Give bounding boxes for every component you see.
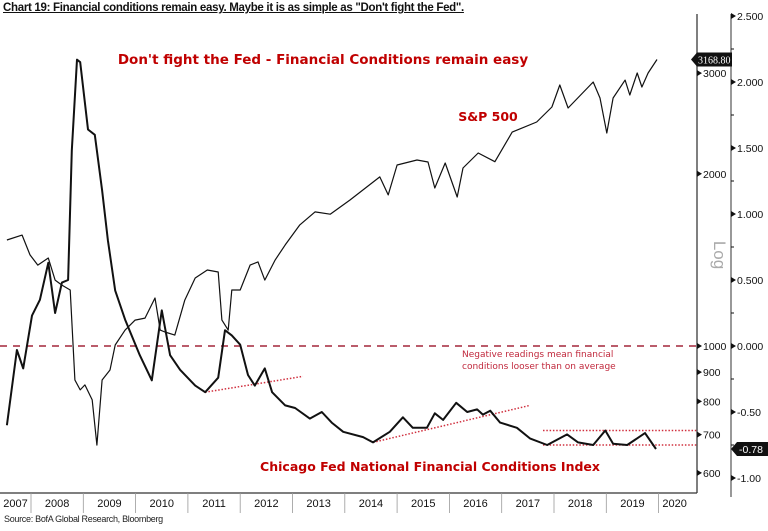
right-axis-tick: [731, 79, 736, 85]
right-axis-tick: [731, 343, 736, 349]
x-axis-year-label: 2008: [45, 498, 69, 510]
left-axis-tick: [697, 170, 702, 177]
x-axis-year-label: 2010: [150, 498, 174, 510]
right-axis-tick-label: 1.500: [737, 143, 763, 155]
sp500-series-label: S&P 500: [458, 109, 518, 124]
right-axis-tick: [731, 145, 736, 151]
left-axis-tick: [697, 398, 702, 405]
x-axis-year-label: 2012: [254, 498, 278, 510]
right-axis-tick: [731, 13, 736, 19]
negative-readings-note: Negative readings mean financial conditi…: [462, 350, 616, 372]
right-axis-tick-label: 2.500: [737, 11, 763, 23]
left-axis-tick-label: 2000: [703, 169, 727, 181]
left-axis-tick: [697, 70, 702, 77]
left-axis-tick: [697, 369, 702, 376]
right-axis-tick: [731, 277, 736, 283]
x-axis-year-label: 2016: [463, 498, 487, 510]
x-axis-year-label: 2014: [359, 498, 383, 510]
left-axis-tick-label: 800: [703, 396, 721, 408]
right-axis-tick-label: 1.000: [737, 209, 763, 221]
right-axis-tick: [731, 409, 736, 415]
x-axis-year-label: 2013: [306, 498, 330, 510]
left-axis-tick-label: 900: [703, 367, 721, 379]
sp500-line: [6, 59, 658, 446]
chart-title: Chart 19: Financial conditions remain ea…: [3, 2, 464, 14]
x-axis-year-label: 2017: [516, 498, 540, 510]
left-axis-tick-label: 600: [703, 468, 721, 480]
left-axis-tick-label: 1000: [703, 341, 727, 353]
left-axis-scale-label: Log: [710, 241, 729, 269]
right-axis-tick-label: 0.500: [737, 275, 763, 287]
nfci-series-label: Chicago Fed National Financial Condition…: [260, 459, 600, 474]
left-axis-tick: [697, 343, 702, 349]
chart-headline: Don't fight the Fed - Financial Conditio…: [118, 52, 528, 68]
left-axis-tick: [697, 469, 702, 476]
left-axis-tick-label: 3000: [703, 68, 727, 80]
x-axis-year-label: 2018: [568, 498, 592, 510]
right-axis-tick-label: 0.000: [737, 341, 763, 353]
x-axis-year-label: 2009: [97, 498, 121, 510]
x-axis-year-label: 2019: [620, 498, 644, 510]
right-axis-tick: [731, 211, 736, 217]
left-axis-tick: [697, 431, 702, 438]
nfci-last-value-label: -0.78: [739, 444, 763, 456]
nfci-line: [5, 58, 657, 450]
left-axis-tick-label: 700: [703, 430, 721, 442]
right-axis-tick-label: 2.000: [737, 77, 763, 89]
source-note: Source: BofA Global Research, Bloomberg: [4, 514, 163, 524]
sp500-last-value-label: 3168.80: [698, 55, 731, 66]
sp500-last-value-tag: [691, 52, 732, 67]
x-axis-year-label: 2015: [411, 498, 435, 510]
right-axis-tick-label: -1.00: [737, 473, 761, 485]
right-axis-tick: [731, 475, 736, 481]
x-axis-year-label: 2020: [662, 498, 686, 510]
x-axis-year-label: 2007: [3, 498, 27, 510]
trend-reference-line: [372, 404, 531, 444]
right-axis-tick-label: -0.50: [737, 407, 761, 419]
nfci-last-value-tag: [731, 441, 768, 456]
x-axis-year-label: 2011: [202, 498, 226, 510]
